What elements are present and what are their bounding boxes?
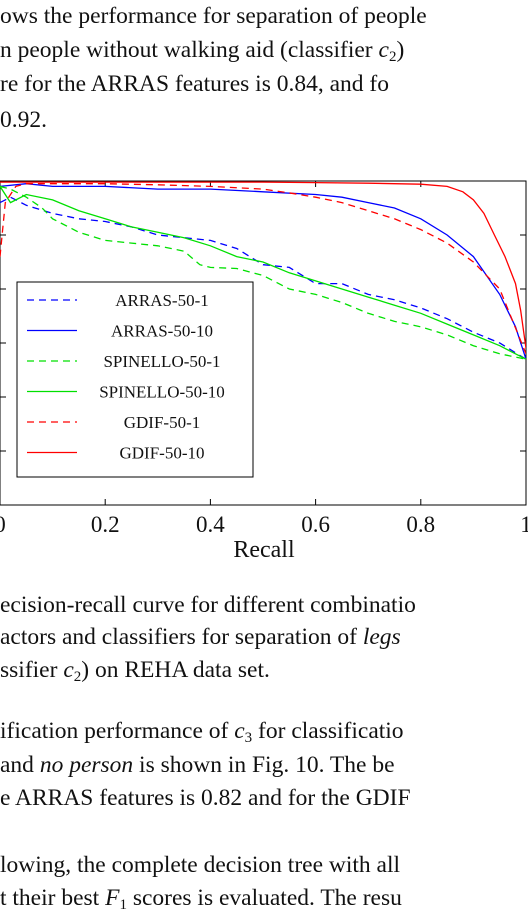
- emphasis: no person: [39, 752, 134, 778]
- x-axis-label: Recall: [233, 537, 295, 563]
- series-group: [0, 181, 526, 360]
- math-subscript: 2: [388, 49, 397, 65]
- text-span: is shown in Fig. 10. The be: [133, 752, 395, 778]
- series-line-spinello-50-1: [0, 185, 526, 360]
- math-subscript: 3: [244, 730, 253, 746]
- legend-label: GDIF-50-1: [124, 413, 201, 432]
- text-span: n people without walking aid (classifier: [0, 37, 379, 63]
- math-var: c2: [63, 657, 82, 685]
- body-text-line: e ARRAS features is 0.82 and for the GDI…: [0, 785, 411, 811]
- y-tick-group: [0, 234, 526, 452]
- legend-label: SPINELLO-50-1: [103, 352, 220, 371]
- math-var: c3: [234, 718, 253, 746]
- text-span: actors and classifiers for separation of: [0, 624, 363, 650]
- series-line-spinello-50-10: [0, 186, 526, 360]
- x-tick-label: 0.8: [406, 512, 435, 537]
- x-tick-label: 1: [520, 512, 528, 537]
- math-subscript: 2: [73, 669, 82, 685]
- body-text-line: n people without walking aid (classifier…: [0, 35, 528, 72]
- text-span: for classificatio: [252, 718, 404, 744]
- legend: ARRAS-50-1 ARRAS-50-10 SPINELLO-50-1 SPINEL…: [16, 281, 254, 478]
- series-line-gdif-50-1: [0, 183, 526, 355]
- math-var: F1: [105, 885, 127, 913]
- series-line-arras-50-10: [0, 183, 526, 360]
- math-subscript: 1: [119, 897, 127, 913]
- text-span: and: [0, 752, 40, 778]
- text-span: ification performance of: [0, 718, 235, 744]
- math-symbol: c: [378, 37, 389, 63]
- legend-box: [16, 281, 254, 478]
- legend-label: SPINELLO-50-10: [99, 383, 225, 402]
- text-span: ssifier: [0, 657, 64, 683]
- legend-label: GDIF-50-10: [120, 444, 205, 463]
- precision-recall-chart: 0 0.2 0.4 0.6 0.8 1 ARRAS-50-1 ARRAS-50-10 SPIN…: [0, 180, 528, 563]
- text-span: ) on REHA data set.: [81, 657, 270, 683]
- series-line-gdif-50-10: [0, 181, 526, 349]
- math-symbol: F: [105, 885, 120, 911]
- text-span: t their best: [0, 885, 106, 911]
- math-symbol: c: [63, 657, 74, 683]
- caption-line: ecision-recall curve for different combi…: [0, 592, 416, 618]
- body-text-line: t their best F1 scores is evaluated. The…: [0, 883, 528, 920]
- emphasis: legs: [362, 624, 401, 650]
- series-line-arras-50-1: [0, 196, 526, 360]
- body-text-line: re for the ARRAS features is 0.84, and f…: [0, 71, 389, 97]
- x-tick-label: 0.2: [91, 512, 120, 537]
- x-tick-label: 0.6: [301, 512, 330, 537]
- body-text-line: and no person is shown in Fig. 10. The b…: [0, 750, 528, 780]
- body-text-line: lowing, the complete decision tree with …: [0, 852, 401, 878]
- body-text-line: ows the performance for separation of pe…: [0, 3, 427, 29]
- caption-line: actors and classifiers for separation of…: [0, 622, 528, 652]
- math-symbol: c: [234, 718, 245, 744]
- legend-entries: ARRAS-50-1 ARRAS-50-10 SPINELLO-50-1 SPINEL…: [27, 291, 225, 463]
- math-var: c2: [378, 37, 397, 65]
- body-text-line: 0.92.: [0, 107, 47, 133]
- x-tick-label: 0.4: [196, 512, 225, 537]
- text-span: scores is evaluated. The resu: [126, 885, 402, 911]
- x-tick-label: 0: [0, 512, 6, 537]
- text-span: ): [396, 37, 405, 63]
- legend-label: ARRAS-50-10: [111, 322, 213, 341]
- body-text-line: ification performance of c3 for classifi…: [0, 716, 528, 753]
- caption-line: ssifier c2) on REHA data set.: [0, 655, 528, 692]
- legend-label: ARRAS-50-1: [115, 291, 209, 310]
